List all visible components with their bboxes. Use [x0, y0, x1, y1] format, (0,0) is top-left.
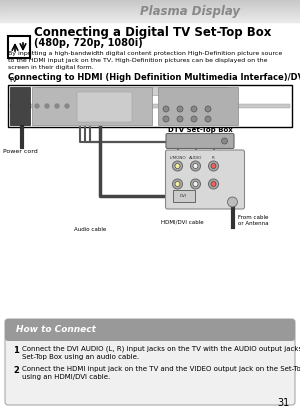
Bar	[0, 19, 300, 20]
FancyBboxPatch shape	[5, 319, 295, 405]
Bar	[0, 3, 300, 4]
Text: From cable
or Antenna: From cable or Antenna	[238, 215, 269, 226]
Bar	[0, 21, 300, 22]
Text: Plasma Display: Plasma Display	[140, 5, 240, 17]
Text: Connecting a Digital TV Set-Top Box: Connecting a Digital TV Set-Top Box	[34, 26, 272, 39]
Circle shape	[65, 104, 69, 108]
Circle shape	[190, 161, 200, 171]
Bar	[77, 92, 132, 122]
Bar	[8, 85, 292, 127]
Circle shape	[205, 106, 211, 112]
Bar	[0, 13, 300, 14]
Circle shape	[205, 116, 211, 122]
Circle shape	[193, 164, 198, 169]
Circle shape	[190, 179, 200, 189]
Circle shape	[208, 179, 218, 189]
Bar	[0, 11, 300, 12]
Bar	[38, 87, 228, 95]
Circle shape	[55, 104, 59, 108]
Bar	[0, 7, 300, 8]
Text: How to Connect: How to Connect	[16, 325, 96, 335]
Text: HDMI/DVI cable: HDMI/DVI cable	[161, 219, 204, 224]
Text: DVI: DVI	[180, 194, 187, 198]
Circle shape	[191, 116, 197, 122]
Circle shape	[175, 164, 180, 169]
Text: TV: TV	[8, 77, 17, 83]
Bar	[0, 16, 300, 17]
Circle shape	[172, 161, 182, 171]
Text: 2: 2	[13, 366, 19, 375]
Text: Connecting to HDMI (High Definition Multimedia Interface)/DVI Compatible: Connecting to HDMI (High Definition Mult…	[8, 73, 300, 82]
FancyBboxPatch shape	[166, 133, 234, 148]
Circle shape	[193, 182, 198, 187]
Bar	[0, 9, 300, 10]
Bar	[0, 2, 300, 3]
Circle shape	[221, 138, 227, 144]
Bar	[0, 12, 300, 13]
FancyBboxPatch shape	[166, 150, 244, 209]
Circle shape	[227, 197, 238, 207]
Bar	[0, 0, 300, 1]
Bar	[172, 190, 194, 202]
Text: By inputting a high-bandwidth digital content protection High-Definition picture: By inputting a high-bandwidth digital co…	[8, 51, 282, 70]
Bar	[0, 20, 300, 21]
Text: Power cord: Power cord	[3, 149, 38, 154]
Circle shape	[177, 116, 183, 122]
Bar	[0, 15, 300, 16]
Bar	[158, 87, 238, 125]
Bar	[0, 6, 300, 7]
Bar	[8, 330, 292, 338]
Circle shape	[191, 106, 197, 112]
Bar	[10, 87, 30, 125]
Bar	[0, 17, 300, 18]
Text: R: R	[212, 156, 215, 160]
Circle shape	[211, 164, 216, 169]
Bar	[0, 4, 300, 5]
Bar	[0, 8, 300, 9]
Text: Connect the HDMI input jack on the TV and the VIDEO output jack on the Set-Top B: Connect the HDMI input jack on the TV an…	[22, 366, 300, 380]
Circle shape	[211, 182, 216, 187]
Text: 31: 31	[278, 398, 290, 408]
Circle shape	[45, 104, 49, 108]
Bar	[10, 104, 290, 108]
Text: Connect the DVI AUDIO (L, R) input jacks on the TV with the AUDIO output jacks o: Connect the DVI AUDIO (L, R) input jacks…	[22, 346, 300, 360]
Text: Audio cable: Audio cable	[74, 227, 106, 232]
Text: L/MONO: L/MONO	[169, 156, 186, 160]
FancyBboxPatch shape	[5, 319, 295, 341]
Bar	[0, 10, 300, 11]
Circle shape	[163, 116, 169, 122]
Circle shape	[163, 106, 169, 112]
Text: DTV Set-Top Box: DTV Set-Top Box	[168, 127, 232, 133]
Bar	[0, 1, 300, 2]
Text: 1: 1	[13, 346, 19, 355]
Circle shape	[35, 104, 39, 108]
Circle shape	[172, 179, 182, 189]
Bar	[0, 18, 300, 19]
Bar	[32, 87, 152, 125]
Bar	[0, 5, 300, 6]
Bar	[0, 14, 300, 15]
Circle shape	[177, 106, 183, 112]
Text: (480p, 720p, 1080i): (480p, 720p, 1080i)	[34, 38, 143, 48]
Text: AUDIO: AUDIO	[189, 156, 202, 160]
Bar	[8, 36, 30, 58]
Circle shape	[175, 182, 180, 187]
Circle shape	[208, 161, 218, 171]
